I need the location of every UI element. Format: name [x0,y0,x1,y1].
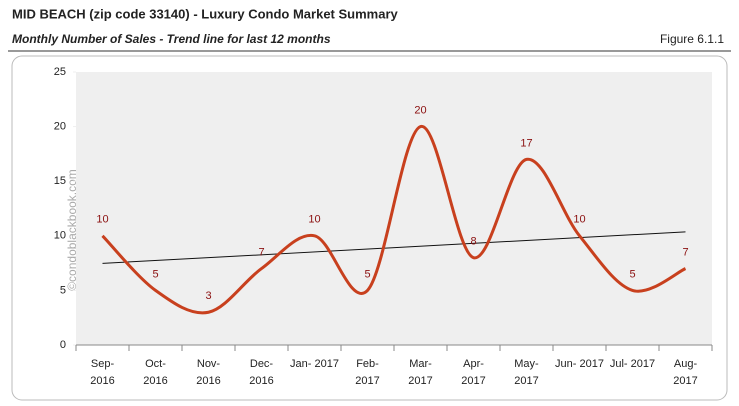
trend-line [102,231,686,264]
x-tick-label: Mar-2017 [408,358,432,387]
y-tick-label: 15 [54,175,66,187]
y-tick-label: 20 [54,121,66,133]
data-label: 7 [682,246,688,258]
x-tick-label: Aug-2017 [673,358,697,387]
x-tick-label: Jul- 2017 [610,358,655,370]
y-tick-label: 25 [54,66,66,78]
watermark: ©condoblackbook.com [65,169,79,291]
y-tick-label: 10 [54,230,66,242]
x-tick-label: Oct-2016 [143,358,167,387]
chart-subtitle: Monthly Number of Sales - Trend line for… [12,32,331,46]
y-tick-label: 0 [60,339,66,351]
data-label: 5 [629,268,635,280]
data-label: 8 [470,236,476,248]
data-label: 3 [205,290,211,302]
data-label: 7 [258,246,264,258]
x-tick-label: Sep-2016 [90,358,114,387]
data-label: 5 [364,268,370,280]
data-label: 5 [152,268,158,280]
data-label: 10 [308,214,320,226]
chart-title: MID BEACH (zip code 33140) - Luxury Cond… [12,6,399,21]
figure-label: Figure 6.1.1 [660,32,724,46]
x-tick-label: Feb-2017 [355,358,379,387]
line-series [101,125,687,315]
x-tick-label: May-2017 [514,358,539,387]
x-tick-label: Apr-2017 [461,358,485,387]
y-tick-label: 5 [60,284,66,296]
data-label: 17 [520,137,532,149]
x-tick-label: Nov-2016 [196,358,220,387]
x-tick-label: Jan- 2017 [290,358,339,370]
x-tick-label: Dec-2016 [249,358,273,387]
data-label: 10 [573,214,585,226]
x-tick-label: Jun- 2017 [555,358,604,370]
data-label: 20 [414,105,426,117]
data-label: 10 [96,214,108,226]
